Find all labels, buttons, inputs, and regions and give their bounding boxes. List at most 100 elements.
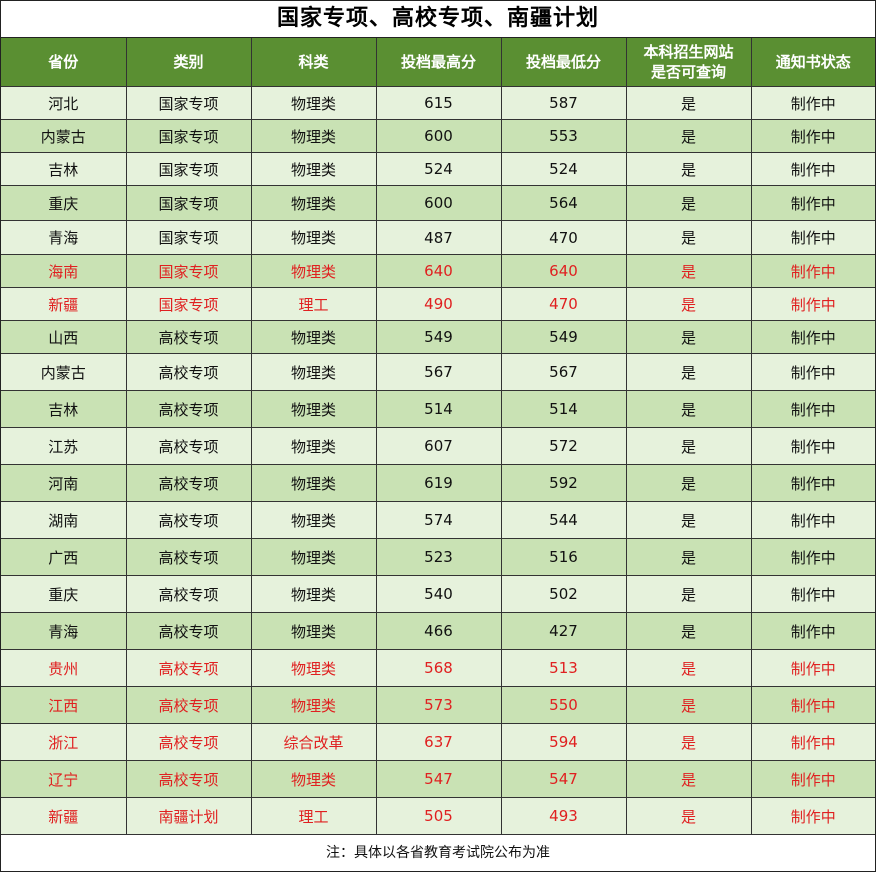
cell-queryable: 是 [625,353,752,391]
cell-max: 490 [375,287,502,321]
cell-max: 574 [375,501,502,539]
table-row: 吉林 国家专项 物理类 524 524 是制作中 [1,152,875,186]
cell-min: 514 [500,390,627,428]
cell-status: 制作中 [750,612,875,650]
cell-subject: 物理类 [250,86,377,120]
cell-queryable: 是 [625,220,752,255]
cell-category: 高校专项 [125,649,252,687]
header-label: 省份 [48,53,79,71]
cell-max: 540 [375,575,502,613]
cell-category: 国家专项 [125,287,252,321]
cell-queryable: 是 [625,390,752,428]
cell-queryable: 是 [625,612,752,650]
cell-min: 640 [500,254,627,288]
cell-status: 制作中 [750,760,875,798]
cell-category: 高校专项 [125,538,252,576]
table-row: 浙江 高校专项 综合改革 637 594 是制作中 [1,723,875,761]
cell-status: 制作中 [750,501,875,539]
cell-province: 山西 [1,320,127,354]
cell-category: 国家专项 [125,220,252,255]
cell-province: 湖南 [1,501,127,539]
cell-status: 制作中 [750,152,875,186]
cell-min: 567 [500,353,627,391]
cell-min: 516 [500,538,627,576]
cell-province: 辽宁 [1,760,127,798]
cell-province: 江苏 [1,427,127,465]
table-row: 青海 国家专项 物理类 487 470 是制作中 [1,220,875,255]
cell-queryable: 是 [625,287,752,321]
cell-category: 高校专项 [125,353,252,391]
cell-subject: 物理类 [250,254,377,288]
header-label: 是否可查询 [650,63,726,81]
cell-province: 重庆 [1,575,127,613]
header-label: 投档最高分 [400,53,476,71]
cell-subject: 物理类 [250,353,377,391]
cell-status: 制作中 [750,254,875,288]
table-row: 江苏 高校专项 物理类 607 572 是制作中 [1,427,875,465]
cell-province: 内蒙古 [1,119,127,153]
table-row: 重庆 高校专项 物理类 540 502 是制作中 [1,575,875,613]
cell-min: 547 [500,760,627,798]
table-row: 河南 高校专项 物理类 619 592 是制作中 [1,464,875,502]
cell-subject: 物理类 [250,760,377,798]
cell-queryable: 是 [625,86,752,120]
cell-province: 青海 [1,612,127,650]
cell-min: 544 [500,501,627,539]
cell-category: 高校专项 [125,501,252,539]
cell-queryable: 是 [625,119,752,153]
table-row: 吉林 高校专项 物理类 514 514 是制作中 [1,390,875,428]
cell-subject: 物理类 [250,649,377,687]
cell-queryable: 是 [625,427,752,465]
cell-queryable: 是 [625,797,752,835]
cell-category: 国家专项 [125,119,252,153]
cell-queryable: 是 [625,538,752,576]
cell-category: 高校专项 [125,723,252,761]
cell-max: 600 [375,185,502,221]
cell-category: 高校专项 [125,686,252,724]
cell-province: 河南 [1,464,127,502]
table-row: 江西 高校专项 物理类 573 550 是制作中 [1,686,875,724]
cell-status: 制作中 [750,538,875,576]
cell-subject: 物理类 [250,320,377,354]
cell-queryable: 是 [625,254,752,288]
cell-subject: 物理类 [250,464,377,502]
cell-queryable: 是 [625,320,752,354]
cell-status: 制作中 [750,185,875,221]
cell-status: 制作中 [750,427,875,465]
cell-category: 国家专项 [125,86,252,120]
footnote: 注：具体以各省教育考试院公布为准 [326,845,550,861]
header-label: 科类 [298,53,329,71]
cell-category: 高校专项 [125,760,252,798]
cell-status: 制作中 [750,797,875,835]
cell-max: 607 [375,427,502,465]
table-row: 内蒙古 高校专项 物理类 567 567 是制作中 [1,353,875,391]
cell-province: 重庆 [1,185,127,221]
header-row: 省份 类别 科类 投档最高分 投档最低分 本科招生网站 是否可查询 通知书状态 [1,38,875,87]
cell-status: 制作中 [750,320,875,354]
cell-subject: 物理类 [250,686,377,724]
cell-status: 制作中 [750,649,875,687]
cell-max: 524 [375,152,502,186]
cell-min: 493 [500,797,627,835]
cell-province: 广西 [1,538,127,576]
header-queryable: 本科招生网站 是否可查询 [625,38,752,87]
table-row: 重庆 国家专项 物理类 600 564 是制作中 [1,185,875,221]
cell-max: 547 [375,760,502,798]
cell-province: 浙江 [1,723,127,761]
cell-status: 制作中 [750,220,875,255]
cell-province: 青海 [1,220,127,255]
cell-queryable: 是 [625,575,752,613]
cell-subject: 物理类 [250,612,377,650]
cell-queryable: 是 [625,501,752,539]
table-row: 内蒙古 国家专项 物理类 600 553 是制作中 [1,119,875,153]
header-subject: 科类 [250,38,377,87]
table-row: 贵州 高校专项 物理类 568 513 是制作中 [1,649,875,687]
cell-subject: 综合改革 [250,723,377,761]
cell-min: 524 [500,152,627,186]
cell-max: 505 [375,797,502,835]
cell-max: 567 [375,353,502,391]
table-row: 新疆 南疆计划 理工 505 493 是制作中 [1,797,875,835]
cell-province: 贵州 [1,649,127,687]
cell-subject: 物理类 [250,185,377,221]
